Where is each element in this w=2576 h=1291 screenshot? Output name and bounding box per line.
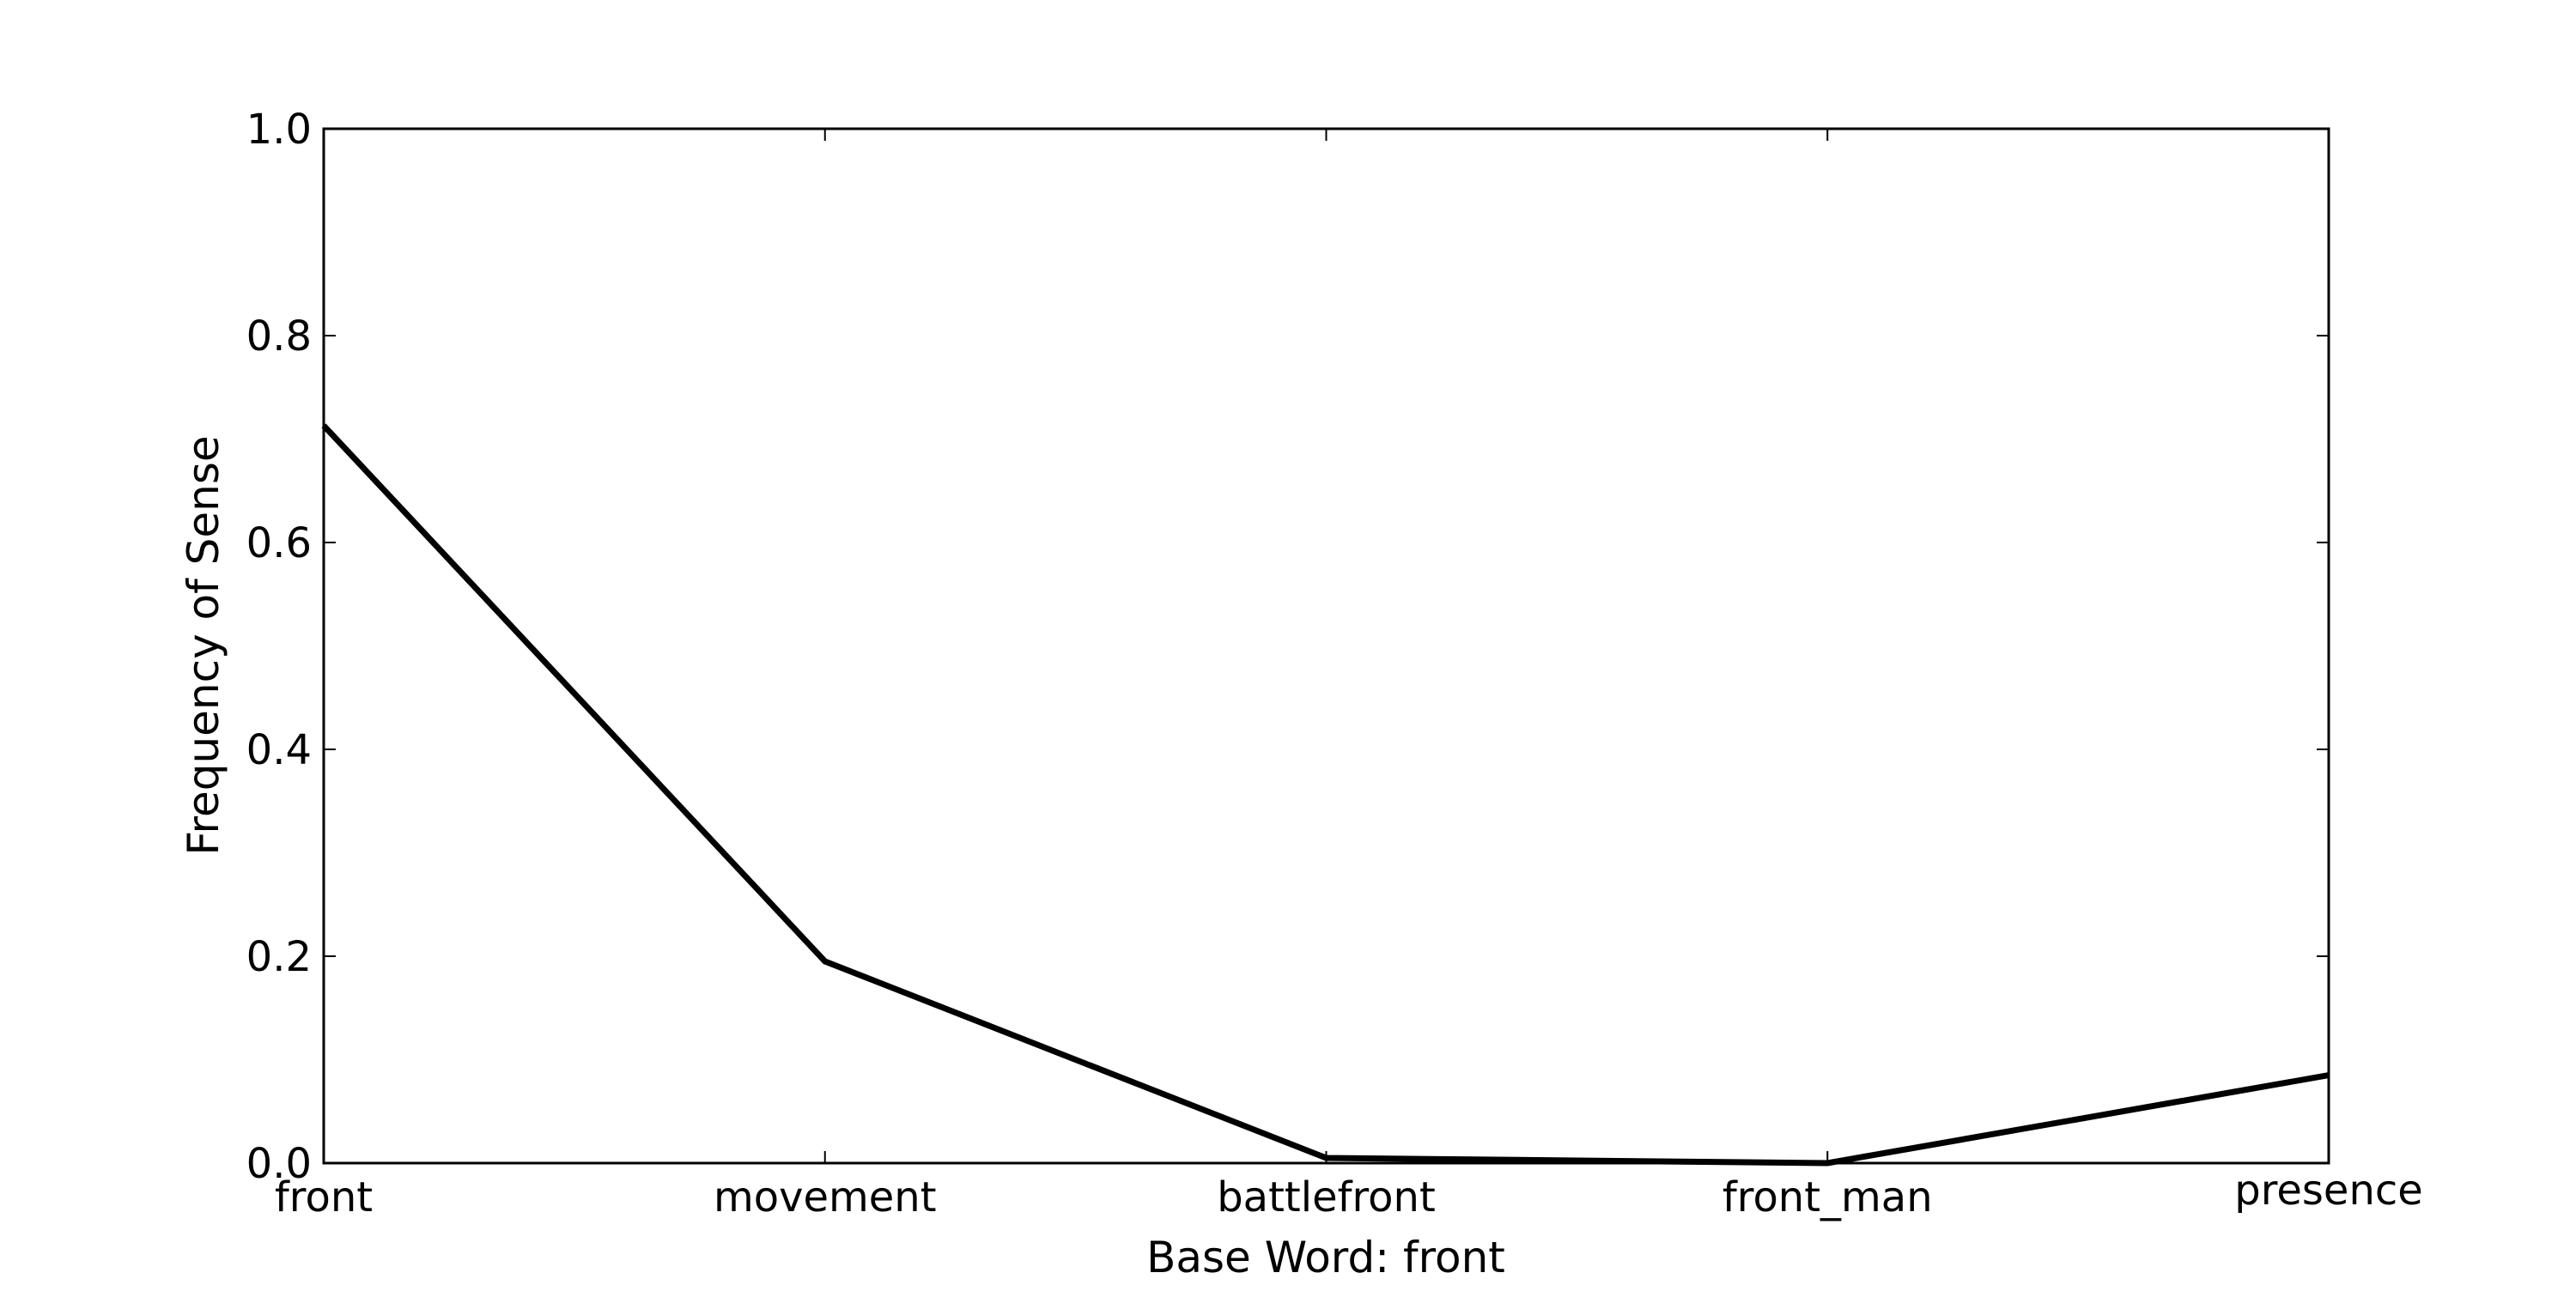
x-tick-label: front_man <box>1722 1173 1933 1221</box>
plot-area <box>322 127 2330 1165</box>
y-tick-label: 0.0 <box>246 1140 312 1188</box>
y-tick-label: 0.6 <box>246 519 312 567</box>
y-tick-label: 0.2 <box>246 933 312 981</box>
x-tick-label: front <box>275 1173 373 1221</box>
y-tick-label: 0.8 <box>246 312 312 361</box>
x-tick-label: movement <box>714 1173 937 1221</box>
y-tick-label: 1.0 <box>246 106 312 154</box>
x-tick-label: presence <box>2234 1167 2423 1215</box>
x-axis-label: Base Word: front <box>1146 1233 1505 1282</box>
y-tick-label: 0.4 <box>246 726 312 774</box>
tick-labels: front movement battlefront front_man presenc… <box>246 106 2423 1221</box>
x-tick-label: battlefront <box>1217 1173 1436 1221</box>
series-line <box>321 423 2330 1167</box>
axis-ticks <box>323 128 2330 1164</box>
y-axis-label: Frequency of Sense <box>179 435 228 855</box>
